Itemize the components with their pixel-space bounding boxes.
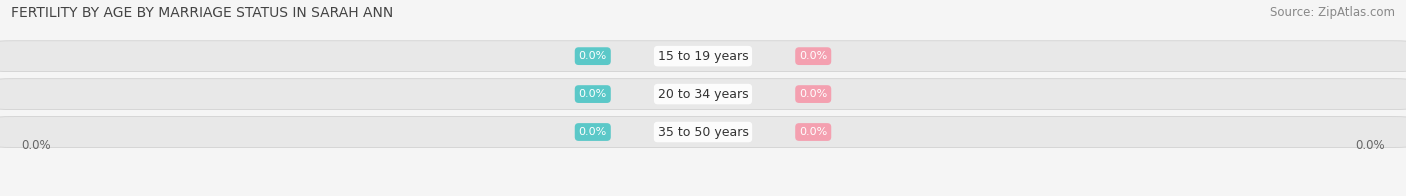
Text: 35 to 50 years: 35 to 50 years (658, 125, 748, 139)
Text: 0.0%: 0.0% (799, 89, 827, 99)
FancyBboxPatch shape (0, 79, 1406, 109)
FancyBboxPatch shape (0, 41, 1406, 72)
Text: 0.0%: 0.0% (1355, 139, 1385, 152)
Text: 0.0%: 0.0% (21, 139, 51, 152)
Text: 0.0%: 0.0% (579, 127, 607, 137)
Text: 0.0%: 0.0% (579, 89, 607, 99)
Text: FERTILITY BY AGE BY MARRIAGE STATUS IN SARAH ANN: FERTILITY BY AGE BY MARRIAGE STATUS IN S… (11, 6, 394, 20)
Text: 0.0%: 0.0% (579, 51, 607, 61)
Text: Source: ZipAtlas.com: Source: ZipAtlas.com (1270, 6, 1395, 19)
Text: 15 to 19 years: 15 to 19 years (658, 50, 748, 63)
Text: 0.0%: 0.0% (799, 51, 827, 61)
Text: 0.0%: 0.0% (799, 127, 827, 137)
Text: 20 to 34 years: 20 to 34 years (658, 88, 748, 101)
FancyBboxPatch shape (0, 117, 1406, 147)
